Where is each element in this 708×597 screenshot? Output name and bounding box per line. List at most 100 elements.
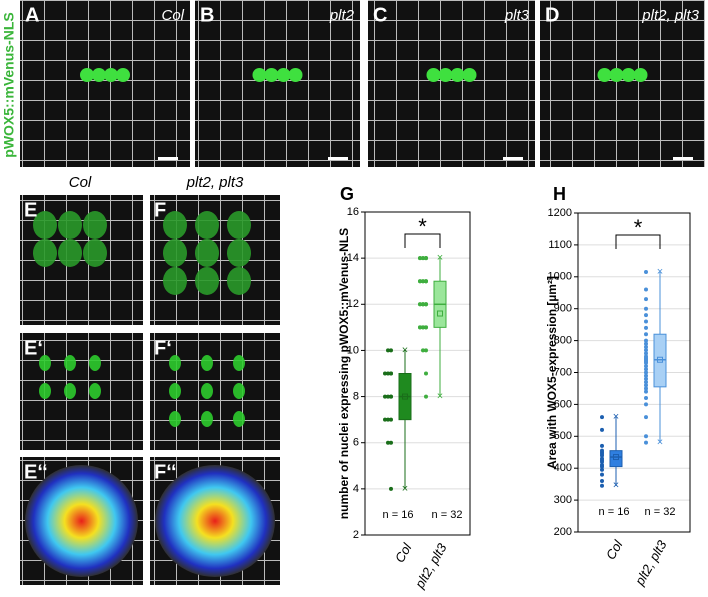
nucleus bbox=[195, 239, 219, 267]
nucleus bbox=[462, 68, 477, 82]
data-point bbox=[389, 486, 393, 491]
data-point bbox=[644, 367, 648, 372]
data-point bbox=[644, 338, 648, 343]
nucleus bbox=[58, 239, 82, 267]
data-point bbox=[644, 325, 648, 330]
data-point bbox=[644, 440, 648, 445]
data-point bbox=[383, 371, 387, 376]
data-point bbox=[424, 325, 428, 330]
nucleus bbox=[169, 383, 181, 399]
y-axis-label: Area with WOX5-expression [µm²] bbox=[545, 276, 559, 469]
y-tick-label: 14 bbox=[347, 252, 359, 264]
heatmap bbox=[155, 465, 275, 577]
n-label: n = 16 bbox=[599, 506, 630, 518]
nucleus bbox=[438, 68, 453, 82]
plot-frame bbox=[577, 212, 691, 533]
data-point bbox=[424, 279, 428, 284]
nucleus bbox=[83, 211, 107, 239]
box bbox=[653, 333, 667, 388]
data-point bbox=[644, 376, 648, 381]
nucleus bbox=[633, 68, 648, 82]
whisker-end: × bbox=[437, 390, 443, 402]
data-point bbox=[644, 364, 648, 369]
data-point bbox=[600, 483, 604, 488]
scale-bar bbox=[503, 157, 523, 160]
panel-letter: D bbox=[545, 4, 559, 26]
data-point bbox=[421, 325, 425, 330]
mean bbox=[657, 356, 663, 363]
nucleus bbox=[621, 68, 636, 82]
nucleus bbox=[92, 68, 106, 82]
nucleus bbox=[288, 68, 303, 82]
nucleus bbox=[39, 383, 51, 399]
data-point bbox=[389, 394, 393, 399]
nucleus bbox=[252, 68, 267, 82]
nucleus bbox=[33, 211, 57, 239]
n-label: n = 16 bbox=[383, 509, 414, 521]
y-tick-label: 200 bbox=[554, 526, 572, 538]
nucleus bbox=[104, 68, 118, 82]
y-tick-label: 400 bbox=[554, 462, 572, 474]
whisker-end: × bbox=[657, 266, 663, 278]
chart-letter: H bbox=[553, 184, 566, 204]
micrograph bbox=[540, 0, 705, 167]
plot-frame bbox=[364, 211, 471, 536]
data-point bbox=[644, 383, 648, 388]
data-point bbox=[644, 351, 648, 356]
panel-letter: C bbox=[373, 4, 387, 26]
y-tick-label: 1200 bbox=[548, 207, 572, 219]
data-point bbox=[600, 427, 604, 432]
y-tick-label: 700 bbox=[554, 366, 572, 378]
data-point bbox=[644, 348, 648, 353]
nucleus bbox=[227, 211, 251, 239]
data-point bbox=[418, 302, 422, 307]
data-point bbox=[600, 456, 604, 461]
y-axis-label: number of nuclei expressing pWOX5::mVenu… bbox=[337, 228, 351, 519]
data-point bbox=[421, 348, 425, 353]
y-tick-label: 1000 bbox=[548, 271, 572, 283]
side-label: pWOX5::mVenus-NLS bbox=[1, 12, 17, 157]
data-point bbox=[383, 394, 387, 399]
nucleus bbox=[169, 355, 181, 371]
panel-letter: E‘ bbox=[24, 337, 43, 359]
data-point bbox=[644, 370, 648, 375]
nucleus bbox=[64, 355, 76, 371]
y-tick-label: 300 bbox=[554, 494, 572, 506]
data-point bbox=[644, 415, 648, 420]
data-point bbox=[644, 306, 648, 311]
panel-caption: plt3 bbox=[504, 7, 530, 24]
y-tick-label: 2 bbox=[353, 529, 359, 541]
data-point bbox=[424, 256, 428, 261]
data-point bbox=[389, 371, 393, 376]
panel-letter: F‘‘ bbox=[154, 461, 177, 483]
whisker-end: × bbox=[613, 480, 619, 492]
data-point bbox=[644, 434, 648, 439]
nucleus bbox=[201, 411, 213, 427]
whisker-end: × bbox=[657, 437, 663, 449]
data-point bbox=[386, 394, 390, 399]
data-point bbox=[644, 319, 648, 324]
panel-letter: A bbox=[25, 4, 39, 26]
data-point bbox=[644, 297, 648, 302]
y-tick-label: 12 bbox=[347, 298, 359, 310]
data-point bbox=[386, 417, 390, 422]
data-point bbox=[644, 332, 648, 337]
y-tick-label: 16 bbox=[347, 206, 359, 218]
y-tick-label: 4 bbox=[353, 483, 359, 495]
nucleus bbox=[426, 68, 441, 82]
panel-letter: F‘ bbox=[154, 337, 172, 359]
scale-bar bbox=[328, 157, 348, 160]
data-point bbox=[644, 270, 648, 275]
data-point bbox=[386, 440, 390, 445]
data-point bbox=[424, 302, 428, 307]
nucleus bbox=[89, 383, 101, 399]
charts: G 2 4 6 8 10 12 14 16 number of nuclei expressing… bbox=[337, 184, 691, 592]
box bbox=[609, 450, 623, 468]
data-point bbox=[600, 472, 604, 477]
nucleus bbox=[80, 68, 94, 82]
data-point bbox=[644, 380, 648, 385]
y-tick-label: 600 bbox=[554, 398, 572, 410]
data-point bbox=[644, 373, 648, 378]
data-point bbox=[644, 402, 648, 407]
